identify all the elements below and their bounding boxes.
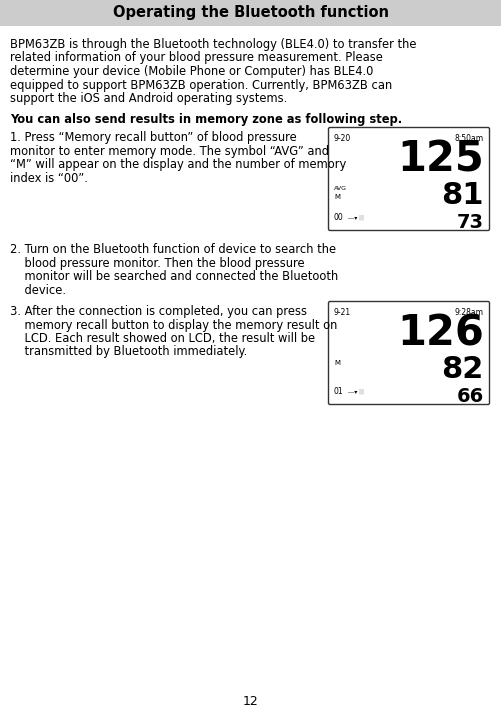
Text: 00: 00	[333, 213, 343, 222]
Text: AVG: AVG	[333, 186, 346, 191]
Text: determine your device (Mobile Phone or Computer) has BLE4.0: determine your device (Mobile Phone or C…	[10, 65, 373, 78]
Text: 73: 73	[456, 213, 483, 232]
Text: related information of your blood pressure measurement. Please: related information of your blood pressu…	[10, 51, 382, 64]
Text: ―▾: ―▾	[347, 215, 357, 220]
Text: transmitted by Bluetooth immediately.: transmitted by Bluetooth immediately.	[10, 346, 247, 359]
Bar	[0, 0, 501, 26]
Text: support the iOS and Android operating systems.: support the iOS and Android operating sy…	[10, 92, 287, 105]
Text: ―▾: ―▾	[347, 389, 357, 394]
Text: 9-20: 9-20	[333, 134, 351, 143]
Text: index is “00”.: index is “00”.	[10, 172, 88, 185]
Text: blood pressure monitor. Then the blood pressure: blood pressure monitor. Then the blood p…	[10, 257, 304, 270]
Text: M: M	[333, 360, 339, 366]
Text: Operating the Bluetooth function: Operating the Bluetooth function	[113, 6, 388, 21]
Text: 2. Turn on the Bluetooth function of device to search the: 2. Turn on the Bluetooth function of dev…	[10, 243, 336, 256]
Text: equipped to support BPM63ZB operation. Currently, BPM63ZB can: equipped to support BPM63ZB operation. C…	[10, 78, 391, 91]
FancyBboxPatch shape	[328, 128, 488, 230]
Text: 3. After the connection is completed, you can press: 3. After the connection is completed, yo…	[10, 305, 307, 318]
Text: 1. Press “Memory recall button” of blood pressure: 1. Press “Memory recall button” of blood…	[10, 131, 296, 144]
Text: “M” will appear on the display and the number of memory: “M” will appear on the display and the n…	[10, 158, 346, 171]
Text: M: M	[333, 194, 339, 200]
Text: monitor will be searched and connected the Bluetooth: monitor will be searched and connected t…	[10, 270, 338, 283]
Text: |||: |||	[357, 214, 363, 220]
Text: device.: device.	[10, 284, 66, 297]
Text: memory recall button to display the memory result on: memory recall button to display the memo…	[10, 319, 337, 332]
Text: 82: 82	[441, 355, 483, 384]
Text: 125: 125	[396, 139, 483, 181]
Text: 9-21: 9-21	[333, 308, 350, 317]
Text: 01: 01	[333, 387, 343, 396]
Text: LCD. Each result showed on LCD, the result will be: LCD. Each result showed on LCD, the resu…	[10, 332, 315, 345]
Text: 12: 12	[242, 695, 259, 708]
Text: BPM63ZB is through the Bluetooth technology (BLE4.0) to transfer the: BPM63ZB is through the Bluetooth technol…	[10, 38, 416, 51]
Text: You can also send results in memory zone as following step.: You can also send results in memory zone…	[10, 113, 401, 126]
Text: 81: 81	[440, 181, 483, 210]
Text: 66: 66	[456, 387, 483, 406]
Text: 9:28am: 9:28am	[454, 308, 483, 317]
FancyBboxPatch shape	[328, 302, 488, 404]
Text: |||: |||	[357, 388, 363, 394]
Text: 126: 126	[396, 313, 483, 355]
Text: 8:50am: 8:50am	[454, 134, 483, 143]
Text: monitor to enter memory mode. The symbol “AVG” and: monitor to enter memory mode. The symbol…	[10, 145, 328, 158]
